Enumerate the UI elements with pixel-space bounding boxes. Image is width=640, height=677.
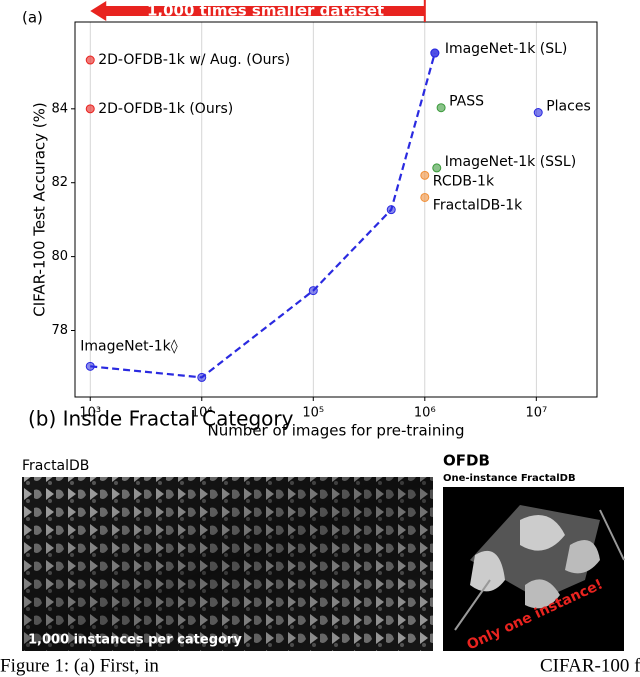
x-tick-label: 10⁴ xyxy=(191,406,213,421)
point-label: 2D-OFDB-1k w/ Aug. (Ours) xyxy=(98,52,290,68)
point-label: PASS xyxy=(449,94,484,110)
plot-frame xyxy=(74,21,598,398)
fractaldb-title: FractalDB xyxy=(22,458,89,474)
point-label: FractalDB-1k xyxy=(433,197,523,213)
ofdb-title: OFDB xyxy=(443,452,490,470)
point-label: RCDB-1k xyxy=(433,173,495,189)
ofdb-subtitle: One-instance FractalDB xyxy=(443,473,576,484)
point xyxy=(430,48,440,58)
banner-arrow xyxy=(90,1,425,21)
line-point xyxy=(308,286,318,296)
point xyxy=(420,192,430,202)
x-axis-label: Number of images for pre-training xyxy=(207,422,464,440)
caption-end: CIFAR-100 f xyxy=(540,655,640,676)
fractaldb-caption: 1,000 instances per category xyxy=(28,633,242,648)
line-label: ImageNet-1k◊ xyxy=(80,338,177,354)
ofdb-image: Only one instance! xyxy=(443,487,625,654)
point-label: ImageNet-1k (SSL) xyxy=(445,154,576,170)
point xyxy=(533,108,543,118)
banner-text: 1,000 times smaller dataset xyxy=(147,2,384,20)
line-point xyxy=(85,361,95,371)
y-tick-label: 80 xyxy=(51,249,68,264)
y-tick-label: 82 xyxy=(51,175,68,190)
line-point xyxy=(197,372,207,382)
fractaldb-shade xyxy=(22,477,433,651)
point-label: 2D-OFDB-1k (Ours) xyxy=(98,101,233,117)
line-point xyxy=(386,205,396,215)
point xyxy=(420,170,430,180)
x-tick-label: 10³ xyxy=(79,406,101,421)
point xyxy=(85,55,95,65)
x-tick-label: 10⁷ xyxy=(525,406,547,421)
point xyxy=(436,103,446,113)
point-label: Places xyxy=(546,99,591,115)
chart: 10³ 10⁴ 10⁵ 10⁶ 10⁷ 78 80 82 84 Number of images … xyxy=(31,0,598,440)
point xyxy=(432,163,442,173)
panel-b-title: (b) Inside Fractal Category xyxy=(28,407,294,431)
panel-label: (a) xyxy=(22,9,43,27)
x-tick-label: 10⁶ xyxy=(414,406,436,421)
point xyxy=(85,104,95,114)
y-tick-label: 84 xyxy=(51,101,68,116)
x-tick-label: 10⁵ xyxy=(302,406,324,421)
point-label: ImageNet-1k (SL) xyxy=(445,41,568,57)
caption-start: Figure 1: (a) First, in xyxy=(0,655,159,676)
y-axis-label: CIFAR-100 Test Accuracy (%) xyxy=(31,102,49,317)
y-tick-label: 78 xyxy=(51,323,68,338)
